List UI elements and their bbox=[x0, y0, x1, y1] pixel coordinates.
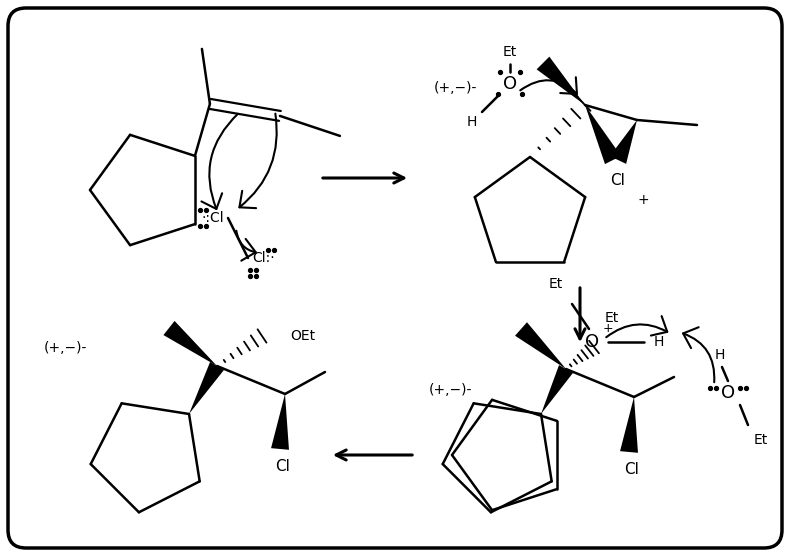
Polygon shape bbox=[620, 397, 638, 453]
Text: H: H bbox=[715, 348, 725, 362]
Text: Cl: Cl bbox=[625, 463, 639, 478]
Text: Cl:·: Cl:· bbox=[252, 251, 275, 265]
Text: (+,−)-: (+,−)- bbox=[43, 341, 87, 355]
Polygon shape bbox=[536, 57, 585, 105]
FancyArrowPatch shape bbox=[201, 114, 238, 209]
Text: OEt: OEt bbox=[290, 329, 315, 343]
Polygon shape bbox=[271, 394, 289, 450]
FancyArrowPatch shape bbox=[521, 77, 577, 94]
Text: Cl: Cl bbox=[276, 459, 291, 474]
Text: Et: Et bbox=[754, 433, 768, 447]
Text: Et: Et bbox=[605, 311, 619, 325]
Polygon shape bbox=[585, 105, 621, 164]
Text: H: H bbox=[654, 335, 664, 349]
FancyArrowPatch shape bbox=[239, 113, 276, 208]
Text: (+,−)-: (+,−)- bbox=[433, 81, 476, 95]
Text: +: + bbox=[603, 322, 613, 335]
FancyArrowPatch shape bbox=[683, 327, 714, 382]
Text: (+,−)-: (+,−)- bbox=[428, 383, 472, 397]
FancyArrowPatch shape bbox=[606, 316, 668, 337]
Polygon shape bbox=[541, 365, 573, 414]
Polygon shape bbox=[164, 321, 217, 366]
Text: O: O bbox=[585, 333, 599, 351]
Polygon shape bbox=[189, 362, 224, 414]
Text: Et: Et bbox=[549, 277, 563, 291]
Polygon shape bbox=[515, 322, 566, 369]
Text: O: O bbox=[721, 384, 735, 402]
FancyArrowPatch shape bbox=[236, 231, 256, 261]
Text: ·:Cl: ·:Cl bbox=[201, 211, 224, 225]
Polygon shape bbox=[610, 120, 637, 164]
Text: O: O bbox=[503, 75, 517, 93]
Text: H: H bbox=[467, 115, 477, 129]
Text: +: + bbox=[638, 193, 649, 207]
Text: Cl: Cl bbox=[611, 172, 626, 187]
Text: Et: Et bbox=[503, 45, 517, 59]
